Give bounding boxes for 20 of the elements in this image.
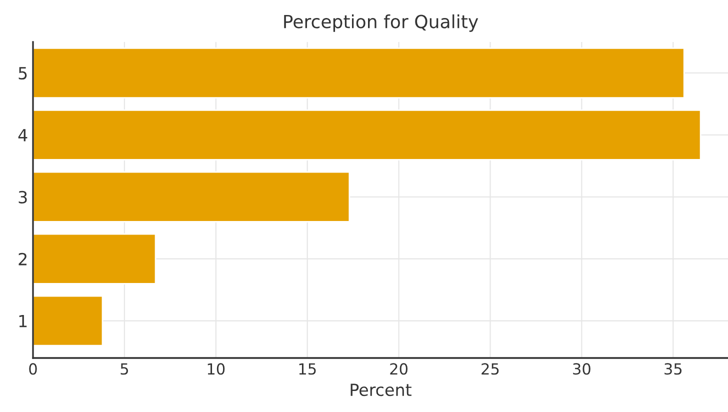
x-tick-label: 35 — [664, 363, 682, 375]
bar — [33, 295, 104, 346]
x-tick-label: 20 — [390, 363, 408, 375]
bar — [33, 109, 702, 160]
bar — [33, 171, 350, 222]
bar — [33, 233, 156, 284]
y-tick-label: 5 — [18, 67, 27, 80]
x-tick-label: 15 — [299, 363, 316, 375]
x-axis-title: Percent — [350, 384, 412, 396]
x-tick-label: 25 — [482, 363, 499, 375]
y-tick-label: 1 — [19, 315, 27, 328]
y-tick-label: 3 — [18, 190, 27, 204]
x-tick-label: 0 — [29, 363, 37, 375]
y-tick-label: 2 — [18, 252, 26, 266]
chart-title: Perception for Quality — [284, 14, 478, 32]
x-tick-label: 10 — [208, 363, 225, 375]
x-tick-label: 30 — [573, 363, 590, 375]
y-tick-label: 4 — [18, 129, 28, 142]
bar — [33, 48, 685, 98]
x-tick-label: 5 — [120, 363, 128, 375]
